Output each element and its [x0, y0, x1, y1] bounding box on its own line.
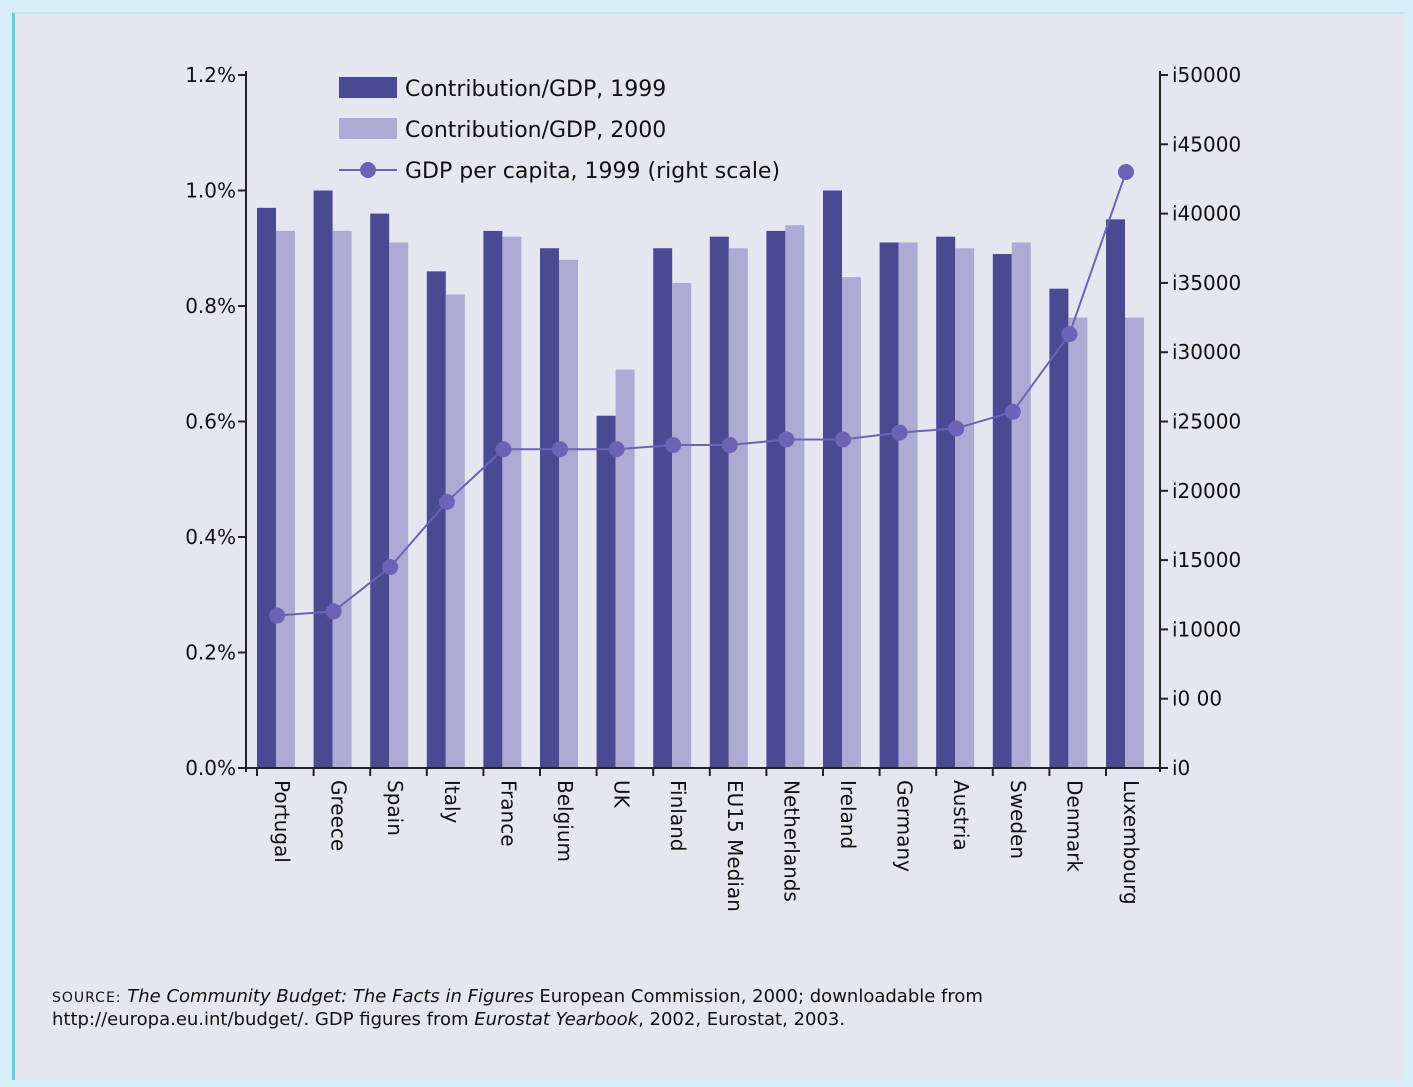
gdp-point-7 [665, 437, 682, 454]
x-tick-label-4: France [496, 780, 520, 847]
bar-1999-2 [370, 213, 390, 769]
bar-1999-1 [313, 190, 333, 768]
left-tick-label-3: 0.6% [185, 410, 236, 434]
gdp-point-2 [382, 559, 399, 576]
source-prefix: SOURCE: [52, 990, 122, 1006]
gdp-point-12 [948, 420, 965, 437]
right-tick-label-7: i35000 [1172, 271, 1241, 295]
bar-1999-6 [596, 415, 616, 768]
bar-1999-13 [992, 254, 1012, 768]
x-tick-label-15: Luxembourg [1119, 780, 1143, 905]
right-tick-label-1: i0 00 [1172, 687, 1222, 711]
x-tick-label-6: UK [610, 780, 634, 809]
bar-1999-7 [653, 248, 673, 768]
legend-swatch-1999 [339, 77, 397, 98]
right-tick-label-5: i25000 [1172, 410, 1241, 434]
bar-2000-0 [276, 230, 295, 769]
gdp-point-11 [891, 424, 908, 441]
bar-2000-4 [502, 236, 522, 768]
gdp-point-0 [269, 607, 285, 624]
legend-label-1999: Contribution/GDP, 1999 [405, 77, 666, 102]
legend-label-2000: Contribution/GDP, 2000 [405, 118, 666, 143]
x-tick-label-2: Spain [383, 780, 407, 836]
left-tick-label-4: 0.8% [185, 294, 236, 318]
gdp-point-15 [1118, 164, 1134, 181]
gdp-point-13 [1004, 403, 1021, 420]
bar-2000-10 [842, 277, 861, 768]
left-tick-label-0: 0.0% [185, 756, 236, 780]
right-tick-label-8: i40000 [1172, 202, 1241, 226]
bar-1999-11 [879, 242, 899, 769]
legend-label-gdp: GDP per capita, 1999 (right scale) [405, 159, 780, 184]
source-line2-start: http://europa.eu.int/budget/. GDP figure… [52, 1009, 475, 1030]
right-tick-label-0: i0 [1172, 756, 1190, 780]
left-tick-label-6: 1.2% [185, 63, 236, 87]
x-tick-label-1: Greece [327, 780, 351, 851]
bar-2000-8 [728, 248, 748, 768]
bar-2000-3 [445, 294, 465, 768]
x-tick-label-10: Ireland [836, 780, 860, 849]
bar-1999-9 [766, 230, 786, 769]
x-tick-label-8: EU15 Median [723, 780, 747, 912]
gdp-point-8 [721, 437, 738, 454]
x-tick-label-14: Denmark [1062, 780, 1086, 872]
bar-2000-13 [1011, 242, 1031, 769]
left-tick-label-1: 0.2% [185, 641, 236, 665]
right-tick-label-2: i10000 [1172, 617, 1241, 641]
gdp-point-14 [1061, 326, 1078, 343]
x-tick-label-3: Italy [440, 780, 464, 824]
bar-1999-15 [1106, 219, 1125, 768]
source-line2-end: , 2002, Eurostat, 2003. [638, 1009, 846, 1030]
source-title-2: Eurostat Yearbook [474, 1009, 639, 1030]
bar-1999-5 [540, 248, 559, 768]
right-tick-label-3: i15000 [1172, 548, 1241, 572]
bar-2000-1 [332, 230, 352, 769]
source-note: SOURCE: The Community Budget: The Facts … [52, 986, 1312, 1030]
bar-1999-10 [823, 190, 842, 768]
x-tick-label-13: Sweden [1006, 780, 1030, 859]
bar-2000-7 [672, 282, 692, 768]
bar-2000-12 [955, 248, 975, 768]
x-tick-label-9: Netherlands [779, 780, 803, 902]
gdp-point-4 [495, 441, 512, 458]
bar-2000-5 [559, 259, 578, 768]
x-tick-label-5: Belgium [553, 780, 577, 862]
bar-1999-8 [709, 236, 729, 768]
gdp-point-10 [835, 431, 851, 448]
gdp-line [276, 171, 1127, 617]
left-tick-label-5: 1.0% [185, 179, 236, 203]
bar-1999-0 [257, 207, 276, 768]
legend-marker-gdp [360, 162, 376, 178]
gdp-point-5 [552, 441, 568, 458]
bar-2000-15 [1125, 317, 1144, 768]
gdp-point-6 [608, 441, 625, 458]
gdp-point-3 [438, 493, 455, 510]
gdp-point-9 [778, 431, 795, 448]
bar-2000-11 [898, 242, 918, 769]
right-tick-label-4: i20000 [1172, 479, 1241, 503]
bar-1999-3 [426, 271, 446, 768]
bar-1999-12 [936, 236, 956, 768]
gdp-point-1 [325, 603, 342, 620]
x-tick-label-11: Germany [893, 780, 917, 872]
left-tick-label-2: 0.4% [185, 525, 236, 549]
legend-swatch-2000 [339, 118, 397, 139]
source-publisher: European Commission, 2000; downloadable … [533, 986, 983, 1007]
bar-2000-6 [615, 369, 635, 768]
right-tick-label-6: i30000 [1172, 340, 1241, 364]
right-tick-label-10: i50000 [1172, 63, 1241, 87]
source-title-1: The Community Budget: The Facts in Figur… [127, 986, 534, 1007]
bar-1999-14 [1049, 288, 1069, 768]
x-tick-label-0: Portugal [270, 780, 294, 863]
x-tick-label-7: Finland [666, 780, 690, 851]
right-tick-label-9: i45000 [1172, 132, 1241, 156]
bar-1999-4 [483, 230, 503, 769]
x-tick-label-12: Austria [949, 780, 973, 851]
bar-2000-9 [785, 225, 805, 768]
bar-2000-2 [389, 242, 409, 769]
bar-2000-14 [1068, 317, 1088, 768]
